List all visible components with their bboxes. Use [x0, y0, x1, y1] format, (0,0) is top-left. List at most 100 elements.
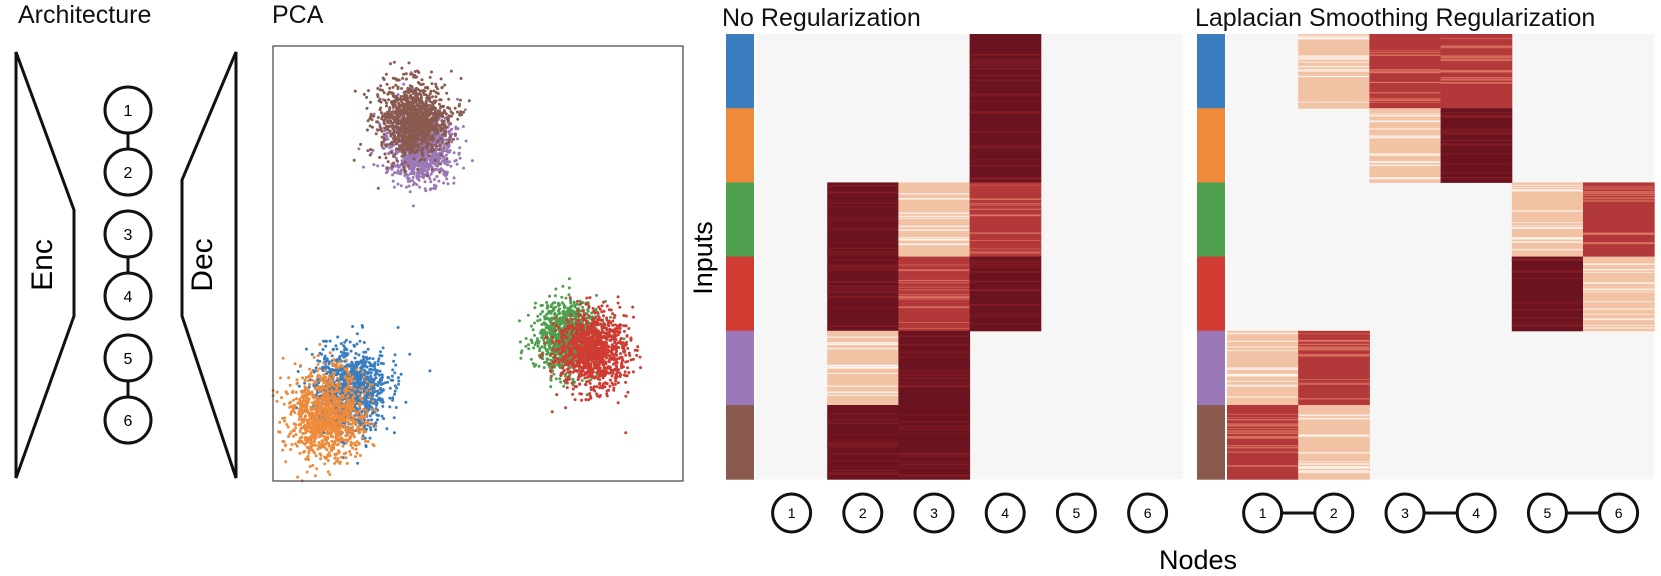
pca-point	[368, 426, 372, 430]
pca-point	[395, 125, 399, 129]
pca-point	[391, 85, 395, 89]
pca-point	[286, 425, 290, 429]
pca-point	[394, 156, 398, 160]
pca-point	[453, 106, 457, 110]
pca-point	[549, 385, 553, 389]
pca-point	[531, 328, 535, 332]
pca-point	[354, 397, 358, 401]
pca-point	[543, 343, 547, 347]
pca-point	[390, 140, 394, 144]
pca-point	[452, 137, 455, 141]
pca-point	[434, 136, 438, 140]
pca-point	[310, 370, 314, 374]
pca-point	[393, 164, 397, 168]
pca-point	[352, 429, 356, 433]
pca-point	[394, 363, 398, 367]
pca-point	[533, 333, 536, 337]
pca-point	[336, 389, 339, 393]
pca-point	[399, 169, 403, 173]
pca-point	[329, 411, 333, 415]
pca-point	[431, 95, 434, 99]
pca-point	[343, 367, 347, 371]
pca-point	[553, 301, 557, 305]
pca-point	[418, 185, 422, 189]
pca-point	[413, 88, 417, 92]
pca-point	[349, 440, 353, 444]
pca-point	[360, 324, 364, 327]
decoder-shape	[180, 51, 238, 479]
pca-point	[378, 97, 382, 101]
pca-point	[383, 112, 387, 116]
pca-point	[425, 143, 429, 147]
pca-point	[337, 431, 341, 435]
pca-point	[298, 414, 302, 418]
pca-point	[382, 138, 386, 142]
pca-point	[392, 153, 396, 157]
pca-point	[317, 421, 321, 425]
pca-point	[309, 372, 313, 376]
pca-point	[322, 361, 326, 365]
pca-point	[424, 86, 427, 90]
pca-point	[449, 110, 453, 114]
pca-point	[415, 125, 419, 129]
pca-point	[365, 106, 369, 110]
pca-point	[323, 462, 327, 466]
pca-point	[384, 156, 388, 160]
pca-point	[388, 129, 392, 133]
pca-point	[396, 122, 400, 126]
pca-point	[355, 367, 359, 371]
pca-point	[425, 170, 429, 174]
pca-point	[398, 144, 402, 148]
pca-point	[438, 124, 442, 128]
laplacian-regularization-title: Laplacian Smoothing Regularization	[1195, 4, 1596, 32]
pca-point	[311, 379, 315, 382]
pca-point	[527, 343, 530, 347]
pca-point	[376, 93, 380, 97]
pca-point	[349, 418, 353, 422]
pca-point	[400, 162, 404, 166]
pca-point	[413, 70, 417, 73]
pca-point	[382, 417, 386, 421]
pca-point	[408, 352, 412, 356]
pca-point	[357, 442, 361, 446]
pca-point	[292, 434, 296, 438]
pca-point	[415, 149, 419, 153]
pca-point	[380, 354, 384, 358]
pca-point	[339, 436, 343, 440]
pca-point	[371, 357, 375, 361]
pca-point	[385, 427, 389, 431]
pca-point	[397, 115, 401, 118]
pca-point	[331, 382, 335, 386]
pca-point	[301, 420, 305, 424]
latent-node-2	[103, 147, 153, 197]
pca-point	[308, 441, 312, 445]
pca-point	[408, 114, 412, 118]
pca-point	[303, 378, 307, 382]
pca-point	[397, 101, 401, 105]
pca-point	[398, 172, 402, 176]
pca-point	[421, 82, 425, 86]
pca-point	[314, 402, 318, 406]
pca-point	[424, 189, 428, 193]
pca-point	[297, 417, 301, 421]
pca-point	[400, 87, 404, 90]
pca-point	[359, 391, 363, 394]
pca-point	[408, 151, 412, 155]
pca-point	[355, 412, 359, 416]
pca-cluster	[295, 324, 432, 465]
pca-point	[433, 151, 437, 155]
pca-point	[283, 416, 287, 420]
pca-point	[410, 167, 414, 170]
pca-point	[350, 422, 354, 426]
pca-point	[405, 158, 409, 162]
pca-point	[421, 117, 424, 121]
pca-point	[333, 384, 336, 388]
pca-point	[404, 400, 408, 404]
pca-point	[319, 410, 323, 414]
pca-point	[458, 156, 462, 160]
pca-point	[420, 168, 424, 172]
pca-point	[351, 396, 355, 400]
pca-point	[400, 149, 404, 153]
pca-point	[329, 432, 333, 435]
pca-point	[380, 400, 384, 404]
